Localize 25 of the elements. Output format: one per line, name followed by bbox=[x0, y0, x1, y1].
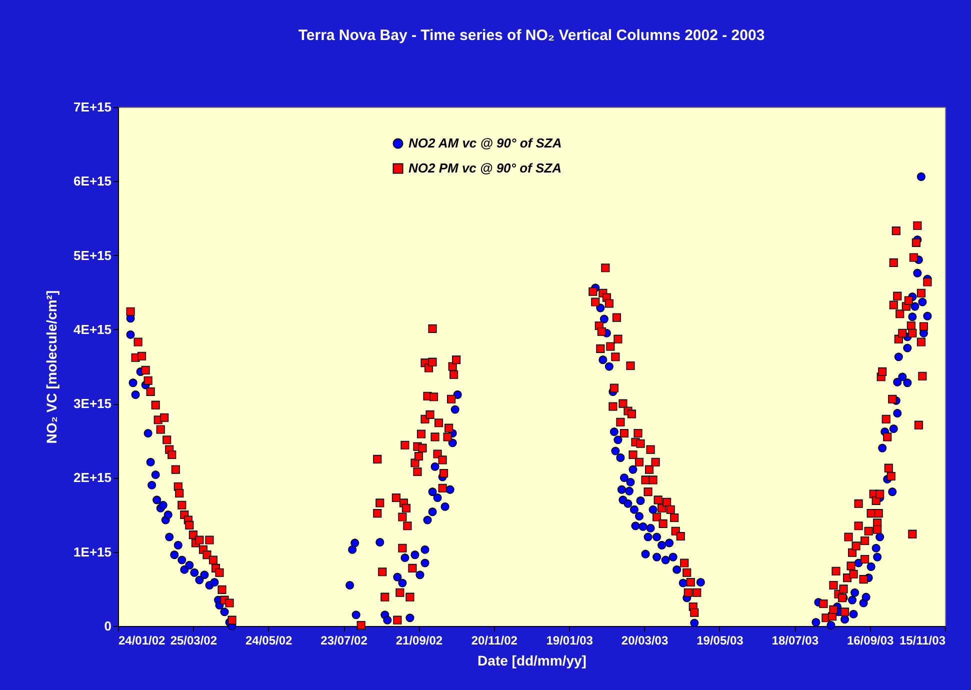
y-tick-label: 5E+15 bbox=[74, 248, 112, 263]
y-tick-label: 3E+15 bbox=[74, 396, 112, 412]
legend-label: NO2 AM vc @ 90° of SZA bbox=[408, 136, 562, 150]
x-tick-label: 18/07/03 bbox=[772, 634, 819, 648]
x-tick-label: 20/03/03 bbox=[621, 634, 668, 648]
x-tick-label: 16/09/03 bbox=[846, 634, 894, 648]
x-tick-label: 25/03/02 bbox=[170, 634, 218, 648]
y-tick-label: 2E+15 bbox=[74, 470, 112, 486]
y-axis-title: NO₂ VC [molecule/cm²] bbox=[44, 290, 60, 444]
x-tick-label: 19/01/03 bbox=[546, 634, 594, 648]
chart-title: Terra Nova Bay - Time series of NO₂ Vertical Columns 2002 - 2003 bbox=[298, 27, 765, 44]
y-tick-label: 6E+15 bbox=[74, 174, 112, 189]
x-tick-label: 20/11/02 bbox=[471, 634, 518, 648]
y-tick-label: 0 bbox=[104, 618, 112, 634]
x-tick-label: 23/07/02 bbox=[320, 634, 368, 648]
x-tick-label: 19/05/03 bbox=[696, 634, 744, 648]
x-axis-title: Date [dd/mm/yy] bbox=[478, 652, 586, 668]
x-tick-label: 24/05/02 bbox=[246, 634, 293, 648]
x-tick-label: 15/11/03 bbox=[899, 634, 946, 648]
x-tick-label: 21/09/02 bbox=[396, 634, 443, 648]
x-tick-label: 24/01/02 bbox=[118, 634, 166, 648]
y-tick-label: 7E+15 bbox=[74, 100, 112, 114]
legend-label: NO2 PM vc @ 90° of SZA bbox=[408, 160, 562, 176]
y-tick-label: 1E+15 bbox=[74, 544, 112, 560]
y-tick-label: 4E+15 bbox=[74, 322, 112, 337]
